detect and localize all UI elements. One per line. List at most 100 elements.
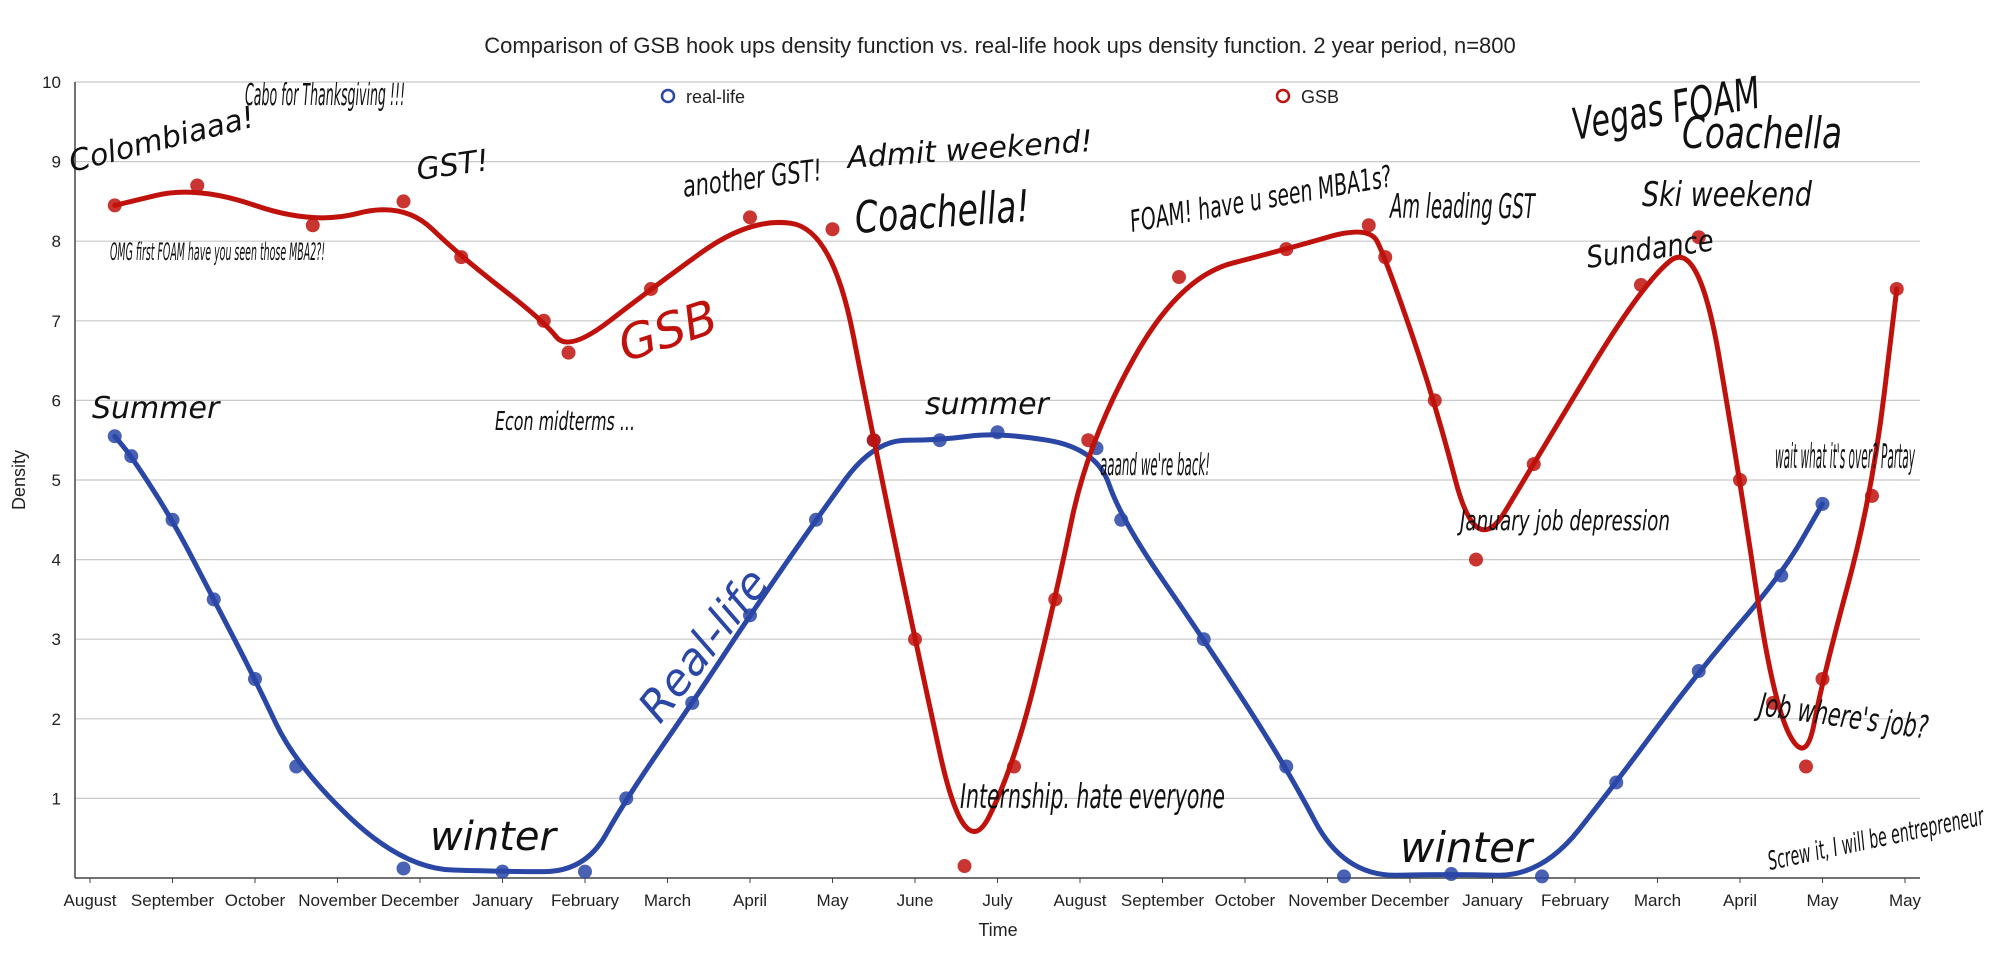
data-point bbox=[1007, 759, 1021, 774]
x-tick-label: November bbox=[1288, 891, 1367, 910]
x-tick-label: May bbox=[1889, 891, 1922, 910]
annotation-back: aaand we're back! bbox=[1100, 448, 1210, 483]
x-tick-label: January bbox=[1462, 891, 1523, 910]
x-tick-label: May bbox=[1806, 891, 1839, 910]
annotation-first-foam: OMG first FOAM have you seen those MBA2?… bbox=[110, 238, 325, 266]
data-point bbox=[743, 608, 757, 623]
y-tick-label: 7 bbox=[52, 312, 61, 331]
data-point bbox=[206, 592, 221, 607]
data-point bbox=[1469, 552, 1483, 567]
x-tick-label: December bbox=[381, 891, 460, 910]
annotation-coachella-1: Coachella! bbox=[853, 181, 1031, 244]
x-tick-label: September bbox=[131, 891, 214, 910]
annotation-colombia: Colombiaaa! bbox=[65, 100, 258, 180]
data-point bbox=[454, 250, 469, 265]
annotation-summer-1: Summer bbox=[92, 391, 221, 426]
x-tick-label: July bbox=[982, 891, 1013, 910]
data-point bbox=[809, 512, 823, 527]
data-point bbox=[1279, 759, 1294, 774]
y-tick-label: 4 bbox=[52, 551, 61, 570]
annotation-real-life-label: Real-life bbox=[628, 559, 779, 732]
y-tick-label: 6 bbox=[52, 391, 61, 410]
annotation-foam-mba1s: FOAM! have u seen MBA1s? bbox=[1127, 159, 1394, 239]
x-tick-label: March bbox=[1634, 891, 1681, 910]
x-tick-label: October bbox=[1215, 891, 1276, 910]
data-point bbox=[957, 859, 972, 874]
data-point bbox=[1815, 672, 1830, 686]
data-point bbox=[396, 861, 411, 876]
annotation-where-job: Job where's job? bbox=[1753, 685, 1931, 747]
data-point bbox=[1114, 512, 1129, 527]
x-tick-label: June bbox=[897, 891, 934, 910]
data-point bbox=[1196, 632, 1211, 647]
data-point bbox=[305, 218, 320, 233]
data-point bbox=[866, 433, 881, 448]
data-point bbox=[990, 425, 1005, 440]
data-point bbox=[536, 313, 551, 328]
x-tick-label: August bbox=[64, 891, 117, 910]
data-point bbox=[248, 672, 262, 686]
y-tick-label: 8 bbox=[52, 232, 61, 251]
data-point bbox=[1766, 695, 1780, 710]
annotation-cabo: Cabo for Thanksgiving !!! bbox=[245, 78, 405, 113]
annotation-summer-2: summer bbox=[925, 387, 1051, 422]
x-axis-label: Time bbox=[978, 920, 1017, 940]
series-line-gsb bbox=[112, 189, 1900, 834]
data-point bbox=[1279, 242, 1294, 257]
y-tick-label: 1 bbox=[52, 789, 61, 808]
annotation-econ-midterms: Econ midterms ... bbox=[495, 407, 635, 437]
data-point bbox=[1799, 759, 1813, 774]
annotation-another-gst: another GST! bbox=[681, 153, 824, 205]
data-point bbox=[495, 864, 510, 879]
x-tick-label: April bbox=[733, 891, 767, 910]
x-tick-label: May bbox=[816, 891, 849, 910]
data-point bbox=[1337, 869, 1351, 884]
data-point bbox=[932, 433, 947, 448]
data-point bbox=[825, 222, 840, 237]
data-point bbox=[1889, 281, 1904, 296]
x-tick-label: December bbox=[1371, 891, 1450, 910]
data-point bbox=[165, 512, 180, 527]
annotation-internship: Internship. hate everyone bbox=[960, 777, 1225, 817]
legend-marker-gsb bbox=[1275, 88, 1291, 104]
data-point bbox=[1427, 393, 1442, 408]
data-point bbox=[1865, 488, 1879, 503]
series-layer bbox=[107, 178, 1904, 884]
data-point bbox=[619, 791, 634, 806]
data-point bbox=[1774, 568, 1789, 583]
data-point bbox=[561, 345, 576, 360]
data-point bbox=[1733, 473, 1747, 487]
data-point bbox=[1048, 592, 1063, 607]
y-tick-label: 10 bbox=[42, 73, 61, 92]
y-axis-ticks: 1 2 3 4 5 6 7 8 9 10 bbox=[42, 73, 61, 808]
y-tick-label: 3 bbox=[52, 630, 61, 649]
x-tick-label: April bbox=[1723, 891, 1757, 910]
x-tick-label: November bbox=[298, 891, 377, 910]
x-tick-label: October bbox=[225, 891, 286, 910]
data-point bbox=[644, 281, 658, 296]
x-tick-label: February bbox=[551, 891, 620, 910]
annotation-gst-1: GST! bbox=[414, 143, 491, 188]
annotation-january-depression: January job depression bbox=[1457, 504, 1670, 537]
data-point bbox=[1378, 250, 1393, 265]
data-point bbox=[1444, 867, 1459, 882]
data-point bbox=[578, 864, 592, 879]
x-tick-label: September bbox=[1121, 891, 1204, 910]
data-point bbox=[107, 429, 122, 444]
data-point bbox=[685, 695, 700, 710]
data-point bbox=[107, 198, 122, 213]
series-line-real-life bbox=[112, 432, 1825, 878]
y-tick-label: 5 bbox=[52, 471, 61, 490]
y-tick-label: 9 bbox=[52, 153, 61, 172]
x-tick-label: February bbox=[1541, 891, 1610, 910]
legend: real-life GSB bbox=[660, 87, 1339, 107]
x-tick-label: January bbox=[472, 891, 533, 910]
data-point bbox=[908, 632, 922, 647]
legend-label-gsb: GSB bbox=[1301, 87, 1339, 107]
data-point bbox=[1609, 775, 1624, 790]
data-point bbox=[190, 178, 205, 193]
y-axis-label: Density bbox=[9, 450, 29, 510]
data-point bbox=[1526, 457, 1541, 472]
data-point bbox=[1815, 496, 1830, 511]
data-point bbox=[1691, 664, 1706, 679]
